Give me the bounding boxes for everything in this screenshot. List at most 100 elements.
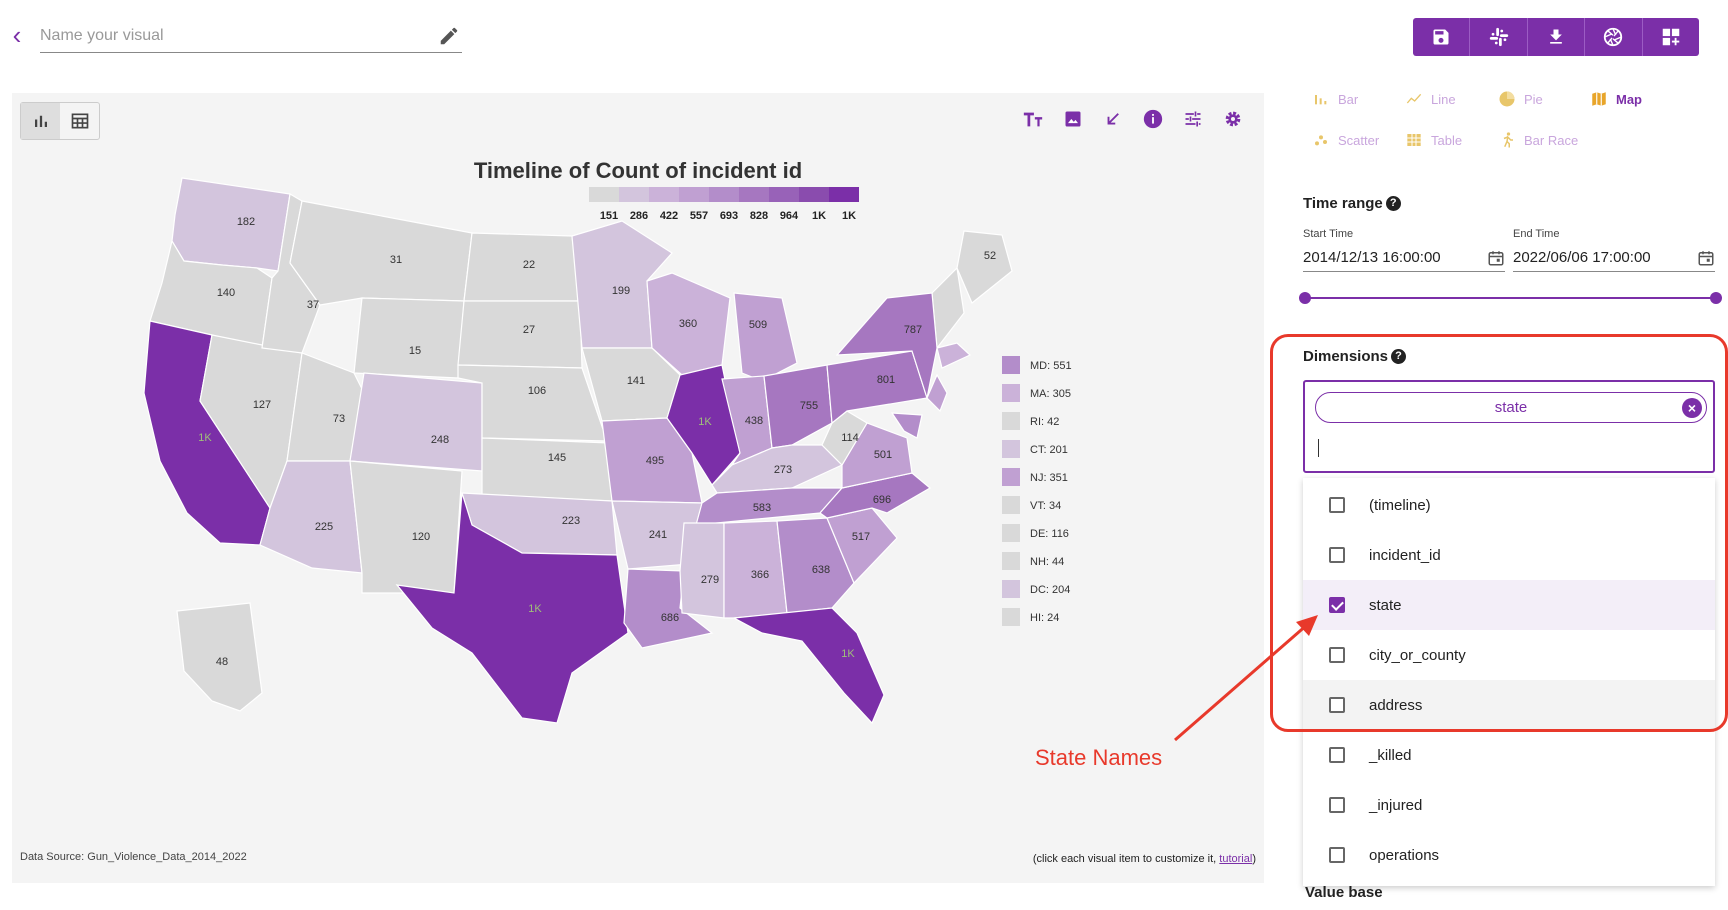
state-ny-shape[interactable] [835,292,938,401]
download-button[interactable] [1528,18,1586,56]
state-wy-shape[interactable] [353,297,465,379]
tutorial-link[interactable]: tutorial [1219,853,1253,865]
end-time-field[interactable]: 2022/06/06 17:00:00 [1513,246,1715,272]
chart-type-scatter[interactable]: Scatter [1312,131,1379,149]
state-md-shape[interactable] [890,412,923,439]
legend-swatch [589,187,619,202]
state-me-shape[interactable] [956,230,1013,304]
state-mt-shape[interactable] [289,200,473,306]
checkbox[interactable] [1329,847,1345,863]
state-value-label: 31 [390,254,402,266]
slider-start-handle[interactable] [1299,292,1311,304]
state-co-shape[interactable] [349,372,483,472]
checkbox[interactable] [1329,497,1345,513]
state-fl-shape[interactable] [731,607,885,725]
state-value-label: 225 [315,521,333,533]
add-to-dashboard-button[interactable] [1643,18,1699,56]
gear-icon [1225,111,1241,127]
checkbox[interactable] [1329,697,1345,713]
state-pa-shape[interactable] [826,350,928,425]
option-timeline[interactable]: (timeline) [1303,480,1715,530]
small-state-label: RI: 42 [1030,416,1059,428]
state-nm-shape[interactable] [349,460,463,594]
text-size-button[interactable] [1022,108,1044,130]
chart-type-bar-race[interactable]: Bar Race [1498,131,1578,149]
settings-button[interactable] [1222,108,1244,130]
state-value-label: 279 [701,574,719,586]
image-button[interactable] [1062,108,1084,130]
runner-icon [1498,131,1516,149]
line-chart-icon [1405,90,1423,108]
state-sd-shape[interactable] [457,300,583,369]
state-tx-shape[interactable] [395,492,629,724]
chart-type-bar[interactable]: Bar [1312,90,1358,108]
checkbox[interactable] [1329,747,1345,763]
chart-title[interactable]: Timeline of Count of incident id [473,158,803,183]
state-value-label: 517 [852,531,870,543]
checkbox[interactable] [1329,797,1345,813]
adjust-button[interactable] [1182,108,1204,130]
help-icon[interactable]: ? [1391,349,1407,364]
option-injured[interactable]: _injured [1303,780,1715,830]
slider-end-handle[interactable] [1710,292,1722,304]
chart-type-line[interactable]: Line [1405,90,1456,108]
checkbox[interactable] [1329,647,1345,663]
slack-share-button[interactable] [1470,18,1528,56]
time-range-slider[interactable] [1299,292,1722,304]
state-ga-shape[interactable] [776,517,855,614]
back-icon[interactable]: ‹ [12,20,22,50]
option-address[interactable]: address [1303,680,1715,730]
legend-swatch [679,187,709,202]
state-value-label: 696 [873,494,891,506]
option-operations[interactable]: operations [1303,830,1715,880]
legend-swatch [739,187,769,202]
legend-tick-label: 151 [600,210,618,222]
legend-swatch [799,187,829,202]
option-killed[interactable]: _killed [1303,730,1715,780]
chart-type-table[interactable]: Table [1405,131,1462,149]
help-icon[interactable]: ? [1385,196,1401,211]
state-value-label: 438 [745,415,763,427]
state-ak-shape[interactable] [176,602,263,712]
state-wv-shape[interactable] [821,410,868,466]
option-city-or-county[interactable]: city_or_county [1303,630,1715,680]
save-button[interactable] [1413,18,1471,56]
option-label: address [1369,696,1423,714]
calendar-icon[interactable] [1487,249,1505,267]
start-time-field[interactable]: 2014/12/13 16:00:00 [1303,246,1505,272]
state-mo-shape[interactable] [601,417,703,504]
calendar-icon[interactable] [1697,249,1715,267]
state-oh-shape[interactable] [763,364,833,449]
color-scale-legend: 151 286 422 557 693 828 964 1K 1K [589,187,859,222]
state-ms-shape[interactable] [679,522,725,619]
table-view-button[interactable] [60,103,99,139]
close-icon[interactable]: × [1682,398,1702,418]
visual-name-input[interactable] [40,22,420,50]
resize-button[interactable] [1102,108,1124,130]
pencil-icon[interactable] [438,25,460,47]
info-button[interactable] [1142,108,1164,130]
checkbox[interactable] [1329,547,1345,563]
option-state[interactable]: state [1303,580,1715,630]
state-nh-vt-shape[interactable] [931,266,965,350]
chart-type-map[interactable]: Map [1590,90,1642,108]
state-value-label: 787 [904,324,922,336]
dimension-chip[interactable]: state × [1315,392,1707,423]
state-ma-shape[interactable] [936,342,972,369]
option-incident-id[interactable]: incident_id [1303,530,1715,580]
chart-view-button[interactable] [21,103,60,139]
dimensions-select[interactable]: state × [1303,380,1715,473]
save-icon [1433,29,1449,45]
state-wa-shape[interactable] [171,177,291,272]
chart-type-pie[interactable]: Pie [1498,90,1543,108]
state-nj-shape[interactable] [926,373,948,413]
state-mi-shape[interactable] [733,292,798,382]
snapshot-button[interactable] [1585,18,1643,56]
bar-chart-icon [34,115,47,127]
chart-type-label: Map [1616,91,1642,107]
scatter-icon [1312,131,1330,149]
checkbox-checked[interactable] [1329,597,1345,613]
state-value-label: 360 [679,318,697,330]
dimensions-title: Dimensions ? [1303,348,1407,365]
state-ks-shape[interactable] [481,437,613,502]
